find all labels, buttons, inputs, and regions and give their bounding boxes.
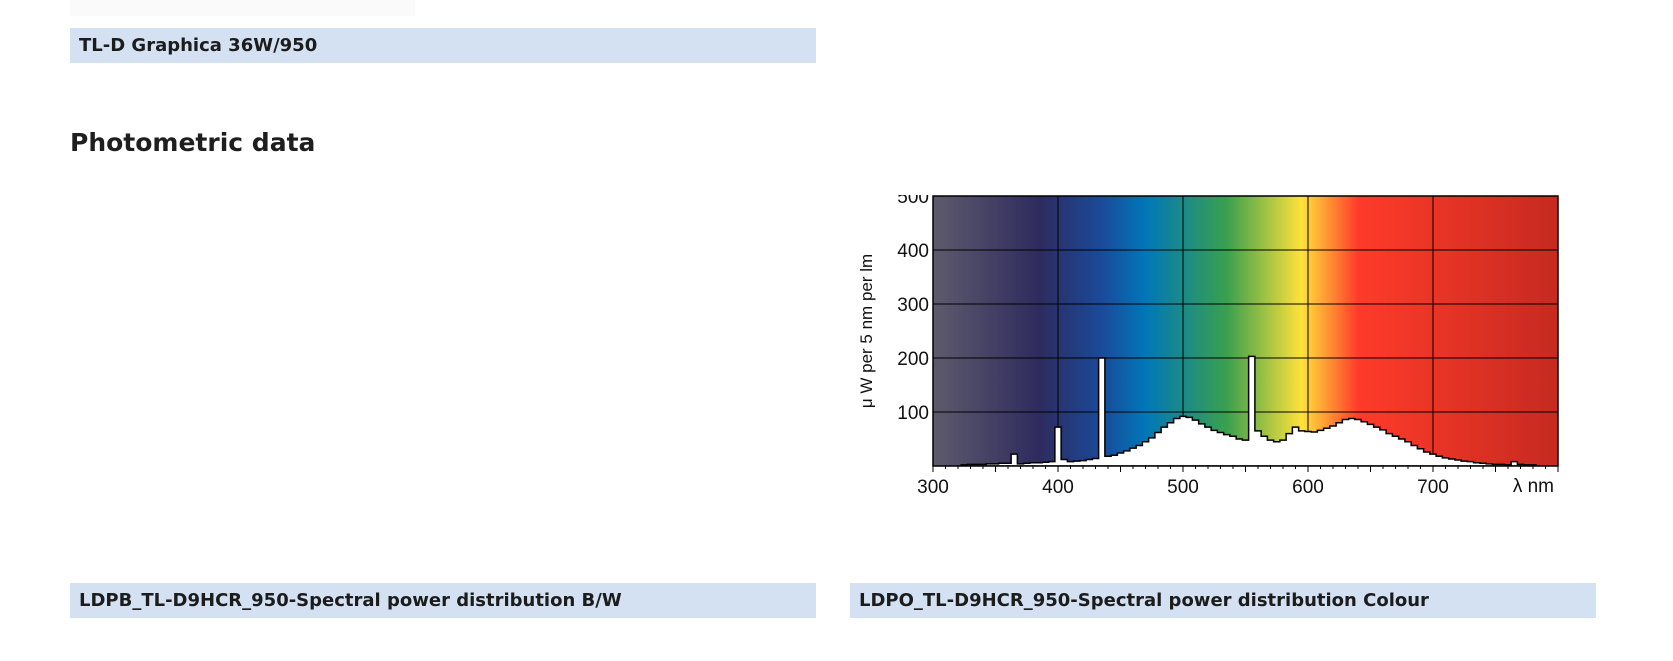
y-axis-label: μ W per 5 nm per lm: [857, 254, 876, 408]
plot-frame: [932, 195, 1559, 467]
x-tick-label: 400: [1042, 477, 1074, 498]
x-tick-label: 500: [1167, 477, 1199, 498]
y-tick-label: 300: [897, 295, 929, 316]
y-tick-label: 400: [897, 241, 929, 262]
x-tick-label: 600: [1292, 477, 1324, 498]
x-axis-label: λ nm: [1513, 476, 1554, 497]
y-tick-label: 500: [897, 195, 929, 208]
y-tick-label: 200: [897, 349, 929, 370]
y-tick-label: 100: [897, 403, 929, 424]
caption-bw: LDPB_TL-D9HCR_950-Spectral power distrib…: [70, 583, 816, 618]
x-tick-label: 300: [917, 477, 949, 498]
product-title-bar: TL-D Graphica 36W/950: [70, 28, 816, 63]
caption-colour: LDPO_TL-D9HCR_950-Spectral power distrib…: [850, 583, 1596, 618]
spectral-power-series: [960, 355, 1558, 466]
section-title: Photometric data: [70, 128, 316, 157]
bw-chart-area: [88, 205, 788, 535]
x-tick-label: 700: [1417, 477, 1449, 498]
spectral-power-chart: 100 200 300 400 500 300 400 500 600 700 λ nm μ W…: [857, 195, 1559, 498]
spectrum-background: [933, 196, 1558, 466]
top-faint-strip: [70, 0, 415, 16]
